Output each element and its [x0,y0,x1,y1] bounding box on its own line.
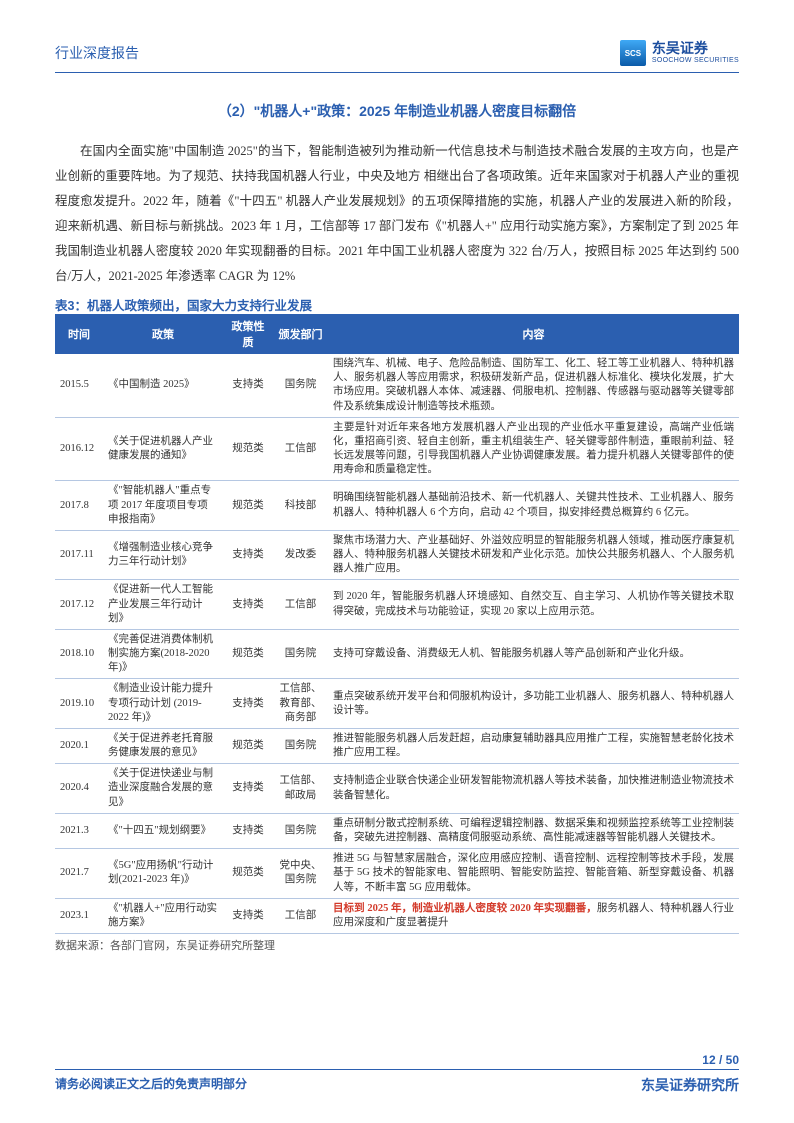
table-row: 2018.10《完善促进消费体制机制实施方案(2018-2020 年)》规范类国… [55,629,739,679]
table-row: 2016.12《关于促进机器人产业健康发展的通知》规范类工信部主要是针对近年来各… [55,417,739,481]
logo-cn: 东吴证券 [652,41,739,56]
logo: SCS 东吴证券 SOOCHOW SECURITIES [620,40,739,66]
cell-content: 明确围绕智能机器人基础前沿技术、新一代机器人、关键共性技术、工业机器人、服务机器… [328,481,739,531]
logo-en: SOOCHOW SECURITIES [652,57,739,65]
cell-time: 2019.10 [55,679,103,729]
body-paragraph: 在国内全面实施"中国制造 2025"的当下，智能制造被列为推动新一代信息技术与制… [55,139,739,289]
cell-policy: 《制造业设计能力提升专项行动计划 (2019-2022 年)》 [103,679,223,729]
footer-disclaimer: 请务必阅读正文之后的免责声明部分 [55,1075,247,1095]
cell-policy: 《"机器人+"应用行动实施方案》 [103,898,223,933]
cell-nature: 规范类 [223,629,273,679]
cell-time: 2017.12 [55,580,103,630]
cell-content: 推进智能服务机器人后发赶超，启动康复辅助器具应用推广工程，实施智慧老龄化技术推广… [328,728,739,763]
cell-nature: 支持类 [223,679,273,729]
cell-policy: 《中国制造 2025》 [103,354,223,417]
cell-policy: 《关于促进养老托育服务健康发展的意见》 [103,728,223,763]
cell-nature: 规范类 [223,728,273,763]
cell-nature: 规范类 [223,417,273,481]
cell-content: 推进 5G 与智慧家居融合，深化应用感应控制、语音控制、远程控制等技术手段，发展… [328,849,739,899]
table-row: 2020.4《关于促进快递业与制造业深度融合发展的意见》支持类工信部、邮政局支持… [55,764,739,814]
cell-dept: 工信部 [273,417,328,481]
section-title: （2）"机器人+"政策：2025 年制造业机器人密度目标翻倍 [55,101,739,121]
col-time: 时间 [55,314,103,354]
cell-time: 2021.7 [55,849,103,899]
cell-dept: 工信部 [273,898,328,933]
page-header: 行业深度报告 SCS 东吴证券 SOOCHOW SECURITIES [55,40,739,73]
doc-type: 行业深度报告 [55,43,139,63]
table-row: 2020.1《关于促进养老托育服务健康发展的意见》规范类国务院推进智能服务机器人… [55,728,739,763]
page-number: 12 / 50 [55,1053,739,1067]
cell-time: 2016.12 [55,417,103,481]
cell-dept: 工信部、教育部、商务部 [273,679,328,729]
cell-policy: 《5G"应用扬帆"行动计划(2021-2023 年)》 [103,849,223,899]
col-dept: 颁发部门 [273,314,328,354]
cell-time: 2018.10 [55,629,103,679]
cell-nature: 规范类 [223,849,273,899]
table-row: 2023.1《"机器人+"应用行动实施方案》支持类工信部目标到 2025 年，制… [55,898,739,933]
table-row: 2017.11《增强制造业核心竞争力三年行动计划》支持类发改委聚焦市场潜力大、产… [55,530,739,580]
cell-time: 2020.1 [55,728,103,763]
cell-nature: 支持类 [223,898,273,933]
cell-dept: 科技部 [273,481,328,531]
cell-time: 2017.11 [55,530,103,580]
cell-dept: 工信部、邮政局 [273,764,328,814]
cell-dept: 国务院 [273,354,328,417]
logo-mark: SCS [620,40,646,66]
cell-content: 目标到 2025 年，制造业机器人密度较 2020 年实现翻番，服务机器人、特种… [328,898,739,933]
footer-institute: 东吴证券研究所 [641,1075,739,1095]
cell-time: 2021.3 [55,813,103,848]
page-footer: 12 / 50 请务必阅读正文之后的免责声明部分 东吴证券研究所 [0,1053,794,1095]
table-header-row: 时间 政策 政策性质 颁发部门 内容 [55,314,739,354]
cell-dept: 国务院 [273,629,328,679]
col-content: 内容 [328,314,739,354]
cell-time: 2020.4 [55,764,103,814]
cell-content: 聚焦市场潜力大、产业基础好、外溢效应明显的智能服务机器人领域，推动医疗康复机器人… [328,530,739,580]
cell-policy: 《促进新一代人工智能产业发展三年行动计划》 [103,580,223,630]
cell-policy: 《完善促进消费体制机制实施方案(2018-2020 年)》 [103,629,223,679]
cell-content: 重点研制分散式控制系统、可编程逻辑控制器、数据采集和视频监控系统等工业控制装备，… [328,813,739,848]
cell-nature: 规范类 [223,481,273,531]
table-row: 2021.7《5G"应用扬帆"行动计划(2021-2023 年)》规范类党中央、… [55,849,739,899]
cell-dept: 工信部 [273,580,328,630]
cell-nature: 支持类 [223,530,273,580]
table-row: 2015.5《中国制造 2025》支持类国务院围绕汽车、机械、电子、危险品制造、… [55,354,739,417]
table-source: 数据来源：各部门官网，东吴证券研究所整理 [55,937,739,953]
cell-dept: 国务院 [273,728,328,763]
cell-time: 2023.1 [55,898,103,933]
cell-nature: 支持类 [223,813,273,848]
cell-content: 主要是针对近年来各地方发展机器人产业出现的产业低水平重复建设，高端产业低端化，重… [328,417,739,481]
policy-table: 时间 政策 政策性质 颁发部门 内容 2015.5《中国制造 2025》支持类国… [55,314,739,934]
cell-content: 支持制造企业联合快递企业研发智能物流机器人等技术装备，加快推进制造业物流技术装备… [328,764,739,814]
cell-dept: 国务院 [273,813,328,848]
cell-policy: 《"智能机器人"重点专项 2017 年度项目专项申报指南》 [103,481,223,531]
table-row: 2017.8《"智能机器人"重点专项 2017 年度项目专项申报指南》规范类科技… [55,481,739,531]
cell-time: 2015.5 [55,354,103,417]
cell-policy: 《关于促进快递业与制造业深度融合发展的意见》 [103,764,223,814]
cell-policy: 《关于促进机器人产业健康发展的通知》 [103,417,223,481]
cell-policy: 《增强制造业核心竞争力三年行动计划》 [103,530,223,580]
cell-dept: 发改委 [273,530,328,580]
cell-content: 围绕汽车、机械、电子、危险品制造、国防军工、化工、轻工等工业机器人、特种机器人、… [328,354,739,417]
cell-dept: 党中央、国务院 [273,849,328,899]
cell-nature: 支持类 [223,580,273,630]
col-policy: 政策 [103,314,223,354]
cell-nature: 支持类 [223,354,273,417]
table-row: 2017.12《促进新一代人工智能产业发展三年行动计划》支持类工信部到 2020… [55,580,739,630]
col-nature: 政策性质 [223,314,273,354]
cell-nature: 支持类 [223,764,273,814]
table-row: 2019.10《制造业设计能力提升专项行动计划 (2019-2022 年)》支持… [55,679,739,729]
cell-content: 重点突破系统开发平台和伺服机构设计，多功能工业机器人、服务机器人、特种机器人设计… [328,679,739,729]
table-row: 2021.3《"十四五"规划纲要》支持类国务院重点研制分散式控制系统、可编程逻辑… [55,813,739,848]
cell-content: 支持可穿戴设备、消费级无人机、智能服务机器人等产品创新和产业化升级。 [328,629,739,679]
cell-content: 到 2020 年，智能服务机器人环境感知、自然交互、自主学习、人机协作等关键技术… [328,580,739,630]
cell-policy: 《"十四五"规划纲要》 [103,813,223,848]
cell-time: 2017.8 [55,481,103,531]
table-caption: 表3：机器人政策频出，国家大力支持行业发展 [55,295,739,314]
